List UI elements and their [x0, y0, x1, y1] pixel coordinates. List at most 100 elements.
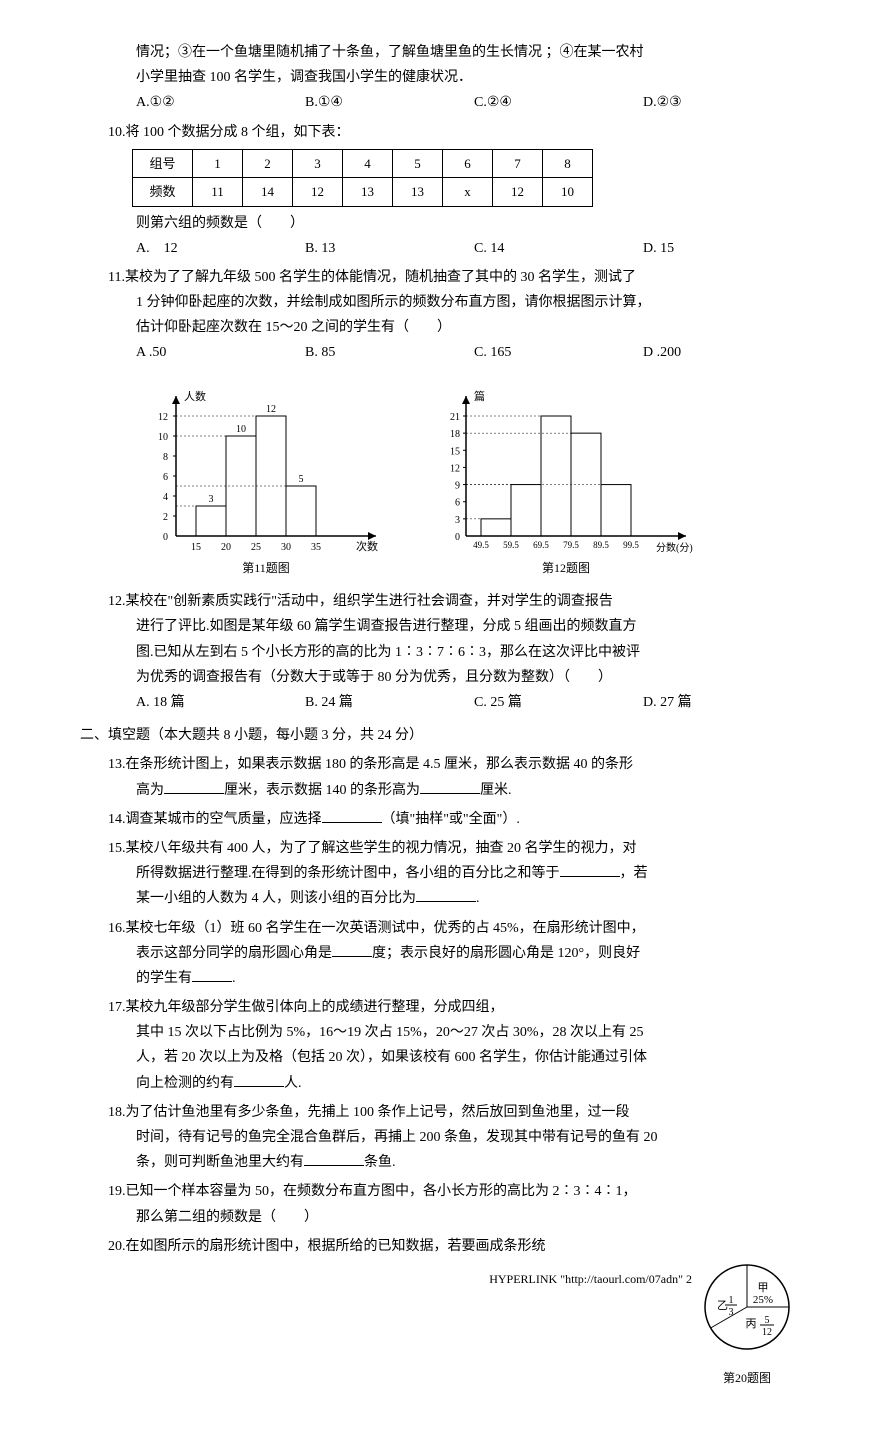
- svg-text:人数: 人数: [184, 390, 206, 403]
- svg-text:2: 2: [163, 512, 168, 523]
- q11-optC: C. 165: [474, 340, 643, 365]
- q15-l3a: 某一小组的人数为 4 人，则该小组的百分比为: [136, 891, 416, 906]
- svg-text:5: 5: [765, 1315, 770, 1326]
- q10-options: A. 12 B. 13 C. 14 D. 15: [80, 236, 812, 261]
- q10-tail: 则第六组的频数是（ ）: [80, 211, 812, 236]
- blank: [164, 780, 224, 794]
- svg-text:49.5: 49.5: [473, 540, 489, 550]
- q16-l2: 表示这部分同学的扇形圆心角是度；表示良好的扇形圆心角是 120°，则良好: [80, 941, 812, 966]
- svg-text:3: 3: [209, 494, 214, 505]
- table-cell: 13: [393, 178, 443, 206]
- q18-l2: 时间，待有记号的鱼完全混合鱼群后，再捕上 200 条鱼，发现其中带有记号的鱼有 …: [80, 1125, 812, 1150]
- q15-l3: 某一小组的人数为 4 人，则该小组的百分比为.: [80, 886, 812, 911]
- q11-l3: 估计仰卧起座次数在 15～20 之间的学生有（ ）: [80, 315, 812, 340]
- q14-b: （填"抽样"或"全面"）.: [382, 812, 520, 827]
- q13-l2: 高为厘米，表示数据 140 的条形高为厘米.: [80, 778, 812, 803]
- q17-l3: 人，若 20 次以上为及格（包括 20 次），如果该校有 600 名学生，你估计…: [80, 1045, 812, 1070]
- q10-stem: 10.将 100 个数据分成 8 个组，如下表：: [80, 120, 812, 145]
- q12-optB: B. 24 篇: [305, 690, 474, 715]
- q10-optD: D. 15: [643, 236, 812, 261]
- svg-text:99.5: 99.5: [623, 540, 639, 550]
- q14: 14.调查某城市的空气质量，应选择（填"抽样"或"全面"）.: [80, 807, 812, 832]
- q20-pie: 甲25%乙13丙512 第20题图: [692, 1259, 802, 1390]
- q9-optA: A.①②: [136, 90, 305, 115]
- q16-l3a: 的学生有: [136, 971, 192, 986]
- table-cell: 12: [293, 178, 343, 206]
- q16-l3: 的学生有.: [80, 966, 812, 991]
- svg-text:分数(分): 分数(分): [656, 541, 693, 554]
- svg-text:15: 15: [450, 446, 460, 457]
- q16-l2b: 度；表示良好的扇形圆心角是 120°，则良好: [372, 946, 640, 961]
- q11-options: A .50 B. 85 C. 165 D .200: [80, 340, 812, 365]
- svg-text:12: 12: [450, 463, 460, 474]
- svg-text:1: 1: [729, 1295, 734, 1306]
- svg-text:丙: 丙: [746, 1318, 757, 1330]
- q13-l2a: 高为: [136, 783, 164, 798]
- svg-text:12: 12: [158, 412, 168, 423]
- q15-l1: 15.某校八年级共有 400 人，为了了解这些学生的视力情况，抽查 20 名学生…: [80, 836, 812, 861]
- table-cell: 10: [543, 178, 593, 206]
- svg-text:89.5: 89.5: [593, 540, 609, 550]
- table-cell: 3: [293, 149, 343, 177]
- q17-l4a: 向上检测的约有: [136, 1076, 234, 1091]
- q12-l3: 图.已知从左到右 5 个小长方形的高的比为 1∶3∶7∶6∶3，那么在这次评比中…: [80, 640, 812, 665]
- q11-l1: 11.某校为了了解九年级 500 名学生的体能情况，随机抽查了其中的 30 名学…: [80, 265, 812, 290]
- svg-text:10: 10: [158, 432, 168, 443]
- q17-l4: 向上检测的约有人.: [80, 1071, 812, 1096]
- q20-pie-caption: 第20题图: [692, 1368, 802, 1390]
- table-cell: 12: [493, 178, 543, 206]
- q11-optB: B. 85: [305, 340, 474, 365]
- svg-text:79.5: 79.5: [563, 540, 579, 550]
- q12-chart-caption: 第12题图: [542, 558, 590, 580]
- svg-text:15: 15: [191, 542, 201, 553]
- blank: [322, 809, 382, 823]
- svg-text:59.5: 59.5: [503, 540, 519, 550]
- q15-l2: 所得数据进行整理.在得到的条形统计图中，各小组的百分比之和等于，若: [80, 861, 812, 886]
- table-cell: x: [443, 178, 493, 206]
- svg-text:10: 10: [236, 424, 246, 435]
- table-cell: 2: [243, 149, 293, 177]
- table-cell: 13: [343, 178, 393, 206]
- svg-text:12: 12: [762, 1327, 772, 1338]
- q19-l2: 那么第二组的频数是（ ）: [80, 1205, 812, 1230]
- blank: [416, 888, 476, 902]
- table-cell: 6: [443, 149, 493, 177]
- q9-line1: 情况；③在一个鱼塘里随机捕了十条鱼，了解鱼塘里鱼的生长情况 ；④在某一农村: [80, 40, 812, 65]
- q11-optA: A .50: [136, 340, 305, 365]
- q12-l1: 12.某校在"创新素质实践行"活动中，组织学生进行社会调查，并对学生的调查报告: [80, 589, 812, 614]
- q15-l3b: .: [476, 891, 480, 906]
- svg-text:次数: 次数: [356, 539, 378, 553]
- section2-header: 二、填空题（本大题共 8 小题，每小题 3 分，共 24 分）: [80, 723, 812, 748]
- svg-text:30: 30: [281, 542, 291, 553]
- svg-text:21: 21: [450, 412, 460, 423]
- svg-text:20: 20: [221, 542, 231, 553]
- q18-l3a: 条，则可判断鱼池里大约有: [136, 1155, 304, 1170]
- q10-optC: C. 14: [474, 236, 643, 261]
- q10-optB: B. 13: [305, 236, 474, 261]
- svg-text:6: 6: [455, 497, 460, 508]
- blank: [420, 780, 480, 794]
- q12-optC: C. 25 篇: [474, 690, 643, 715]
- q20-l1: 20.在如图所示的扇形统计图中，根据所给的已知数据，若要画成条形统: [80, 1234, 812, 1259]
- q11-l2: 1 分钟仰卧起座的次数，并绘制成如图所示的频数分布直方图，请你根据图示计算，: [80, 290, 812, 315]
- q17-l2: 其中 15 次以下占比例为 5%，16～19 次占 15%，20～27 次占 3…: [80, 1020, 812, 1045]
- q16-l3b: .: [232, 971, 236, 986]
- svg-text:25: 25: [251, 542, 261, 553]
- q12-optA: A. 18 篇: [136, 690, 305, 715]
- q13-l2c: 厘米.: [480, 783, 512, 798]
- table-cell: 频数: [133, 178, 193, 206]
- q9-optC: C.②④: [474, 90, 643, 115]
- blank: [560, 863, 620, 877]
- q9-options: A.①② B.①④ C.②④ D.②③: [80, 90, 812, 115]
- svg-text:0: 0: [163, 532, 168, 543]
- svg-text:8: 8: [163, 452, 168, 463]
- svg-text:3: 3: [455, 515, 460, 526]
- table-cell: 5: [393, 149, 443, 177]
- svg-text:3: 3: [729, 1307, 734, 1318]
- q12-optD: D. 27 篇: [643, 690, 812, 715]
- svg-text:69.5: 69.5: [533, 540, 549, 550]
- svg-text:25%: 25%: [753, 1294, 773, 1306]
- blank: [332, 943, 372, 957]
- blank: [192, 968, 232, 982]
- q11-optD: D .200: [643, 340, 812, 365]
